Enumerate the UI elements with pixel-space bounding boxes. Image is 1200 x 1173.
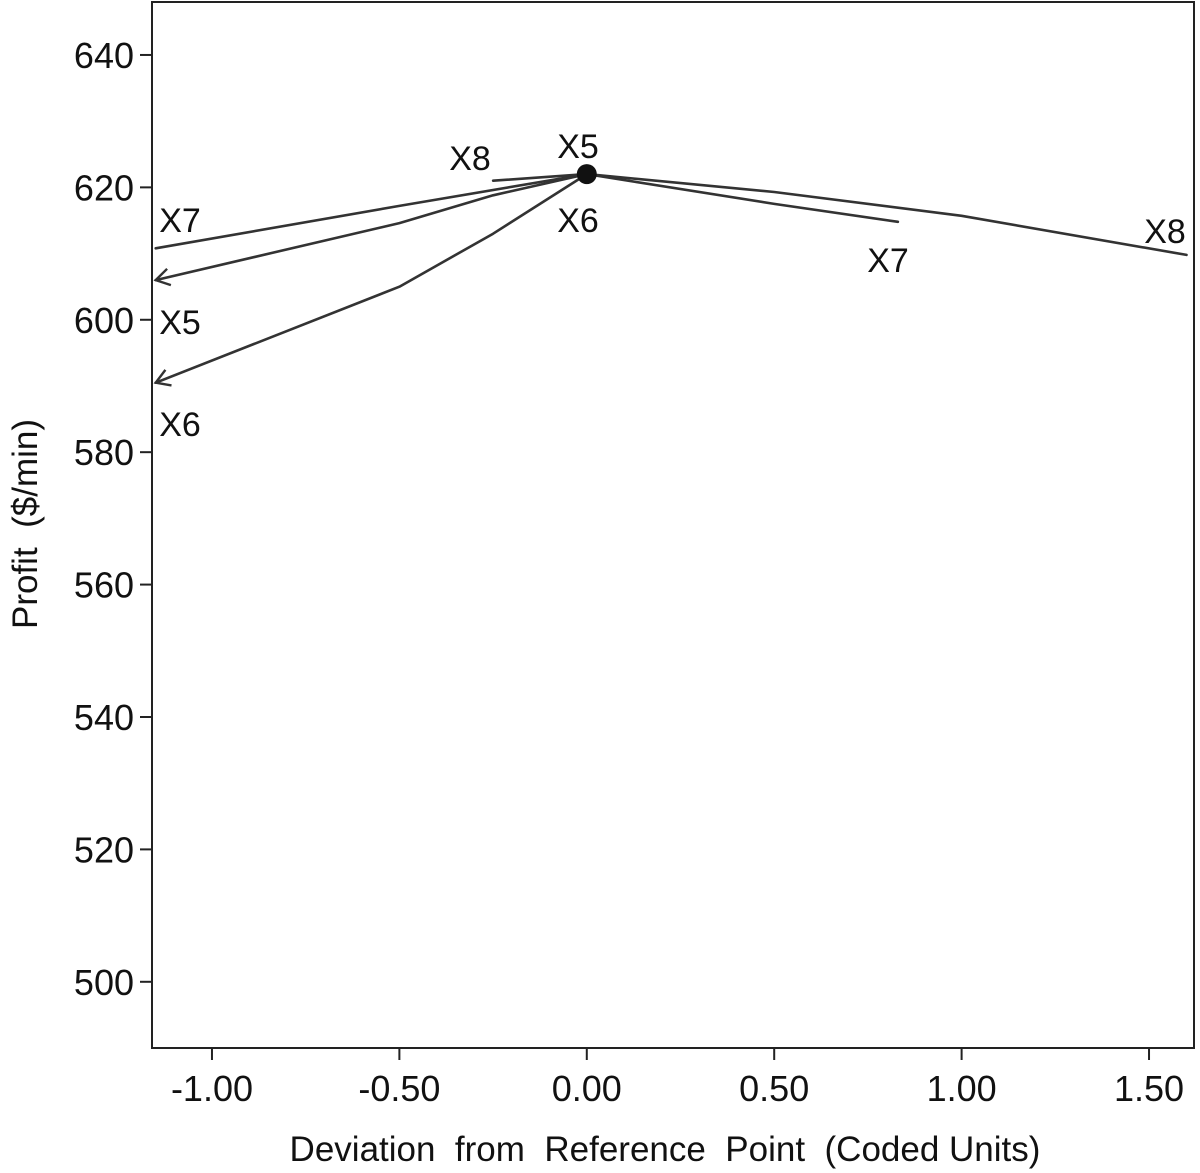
x-tick-label: -0.50 (358, 1068, 440, 1109)
y-tick-label: 620 (74, 167, 134, 208)
series-lines (153, 172, 1188, 387)
series-label-x6-start: X6 (159, 406, 201, 444)
series-label-x8-start: X8 (449, 140, 491, 178)
plot-frame (151, 1, 1195, 1049)
y-tick-label: 520 (74, 829, 134, 870)
series-label-x7-end: X7 (867, 242, 909, 280)
y-tick-label: 500 (74, 962, 134, 1003)
series-line-x5 (154, 172, 589, 282)
arrowhead-x6 (153, 369, 172, 387)
y-axis-title: Profit ($/min) (6, 419, 45, 629)
series-label-x5-end: X5 (557, 128, 599, 166)
y-tick-label: 600 (74, 300, 134, 341)
series-labels: X5 X6 X8 X7 X5 X6 X7 X8 (159, 128, 1186, 444)
series-label-x8-end: X8 (1144, 213, 1186, 251)
y-tick-label: 560 (74, 565, 134, 606)
arrowhead-x5 (153, 267, 172, 287)
x-tick-label: 0.50 (739, 1068, 809, 1109)
x-tick-label: 1.00 (927, 1068, 997, 1109)
series-line-x8 (491, 172, 1188, 257)
series-line-x6 (154, 172, 589, 385)
x-tick-label: 0.00 (552, 1068, 622, 1109)
reference-point-marker (576, 164, 597, 185)
x-tick-label: -1.00 (171, 1068, 253, 1109)
y-axis-ticks: 640 620 600 580 560 540 520 500 (74, 35, 152, 1003)
x-tick-label: 1.50 (1114, 1068, 1184, 1109)
y-tick-label: 580 (74, 432, 134, 473)
y-tick-label: 540 (74, 697, 134, 738)
x-axis-title: Deviation from Reference Point (Coded Un… (290, 1130, 1041, 1169)
series-label-x6-end: X6 (557, 202, 599, 240)
series-label-x7-start: X7 (159, 202, 201, 240)
series-label-x5-start: X5 (159, 304, 201, 342)
x-axis-ticks: -1.00 -0.50 0.00 0.50 1.00 1.50 (171, 1048, 1184, 1109)
y-tick-label: 640 (74, 35, 134, 76)
